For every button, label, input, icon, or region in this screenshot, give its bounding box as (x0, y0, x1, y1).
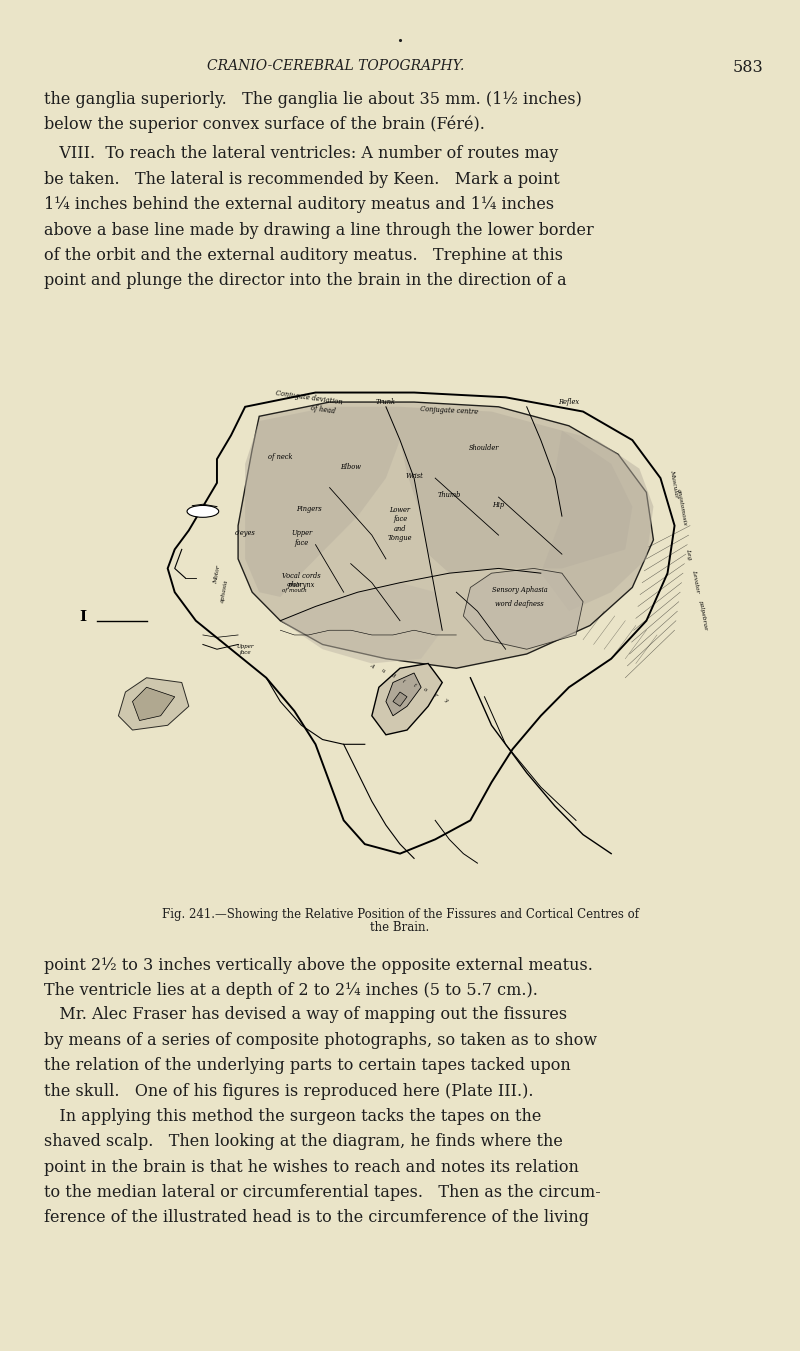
Polygon shape (238, 403, 654, 669)
Text: Hip: Hip (493, 501, 505, 508)
Text: Motor: Motor (213, 565, 221, 584)
Text: of head: of head (310, 404, 335, 416)
Text: ference of the illustrated head is to the circumference of the living: ference of the illustrated head is to th… (44, 1209, 589, 1227)
Text: CRANIO-CEREBRAL TOPOGRAPHY.: CRANIO-CEREBRAL TOPOGRAPHY. (207, 59, 465, 73)
Text: Thumb: Thumb (438, 492, 461, 499)
Text: i: i (402, 678, 406, 684)
Text: Lower
face
and
Tongue: Lower face and Tongue (388, 507, 412, 542)
Text: the relation of the underlying parts to certain tapes tacked upon: the relation of the underlying parts to … (44, 1058, 570, 1074)
Text: Mr. Alec Fraser has devised a way of mapping out the fissures: Mr. Alec Fraser has devised a way of map… (44, 1006, 567, 1024)
Text: point and plunge the director into the brain in the direction of a: point and plunge the director into the b… (44, 273, 566, 289)
Text: aphasia: aphasia (219, 578, 229, 603)
Text: 583: 583 (733, 59, 763, 77)
Text: o: o (422, 688, 427, 693)
Text: A: A (369, 663, 375, 669)
Text: anastomosis: anastomosis (676, 489, 687, 527)
Text: Conjugate deviation: Conjugate deviation (274, 389, 342, 407)
Text: Sensory Aphasia: Sensory Aphasia (492, 586, 547, 594)
Text: shaved scalp.   Then looking at the diagram, he finds where the: shaved scalp. Then looking at the diagra… (44, 1133, 563, 1150)
Text: Upper
face: Upper face (291, 530, 312, 547)
Polygon shape (541, 431, 654, 611)
Text: Reflex: Reflex (558, 399, 579, 407)
Polygon shape (386, 673, 421, 716)
Text: angle
of mouth: angle of mouth (282, 582, 306, 593)
Text: below the superior convex surface of the brain (Féré).: below the superior convex surface of the… (44, 116, 485, 134)
Polygon shape (372, 663, 442, 735)
Text: I: I (80, 609, 86, 624)
Polygon shape (133, 688, 174, 720)
Text: In applying this method the surgeon tacks the tapes on the: In applying this method the surgeon tack… (44, 1108, 542, 1125)
Text: the skull.   One of his figures is reproduced here (Plate III.).: the skull. One of his figures is reprodu… (44, 1082, 534, 1100)
Text: the ganglia superiorly.   The ganglia lie about 35 mm. (1½ inches): the ganglia superiorly. The ganglia lie … (44, 91, 582, 108)
Text: Levator: Levator (691, 569, 700, 593)
Text: of the orbit and the external auditory meatus.   Trephine at this: of the orbit and the external auditory m… (44, 247, 563, 263)
Text: be taken.   The lateral is recommended by Keen.   Mark a point: be taken. The lateral is recommended by … (44, 170, 560, 188)
Text: y: y (443, 697, 449, 703)
Polygon shape (280, 582, 442, 663)
Text: t: t (412, 684, 416, 688)
Text: Trunk: Trunk (376, 399, 396, 407)
Text: by means of a series of composite photographs, so taken as to show: by means of a series of composite photog… (44, 1032, 597, 1048)
Text: point in the brain is that he wishes to reach and notes its relation: point in the brain is that he wishes to … (44, 1159, 579, 1175)
Text: o'eyes: o'eyes (234, 530, 255, 538)
Polygon shape (118, 678, 189, 730)
Text: Vocal cords
pharynx: Vocal cords pharynx (282, 573, 321, 589)
Text: u: u (379, 667, 386, 674)
Text: of neck: of neck (268, 453, 293, 461)
Text: the Brain.: the Brain. (370, 921, 430, 935)
Polygon shape (400, 407, 632, 573)
Text: Leg: Leg (685, 549, 692, 559)
Text: Wrist: Wrist (406, 471, 423, 480)
Text: palpebrae: palpebrae (698, 600, 708, 631)
Text: Fig. 241.—Showing the Relative Position of the Fissures and Cortical Centres of: Fig. 241.—Showing the Relative Position … (162, 908, 638, 921)
Text: Elbow: Elbow (340, 462, 361, 470)
Text: The ventricle lies at a depth of 2 to 2¼ inches (5 to 5.7 cm.).: The ventricle lies at a depth of 2 to 2¼… (44, 982, 538, 998)
Text: word deafness: word deafness (495, 600, 544, 608)
Text: d: d (390, 673, 396, 678)
Polygon shape (245, 407, 400, 597)
Polygon shape (393, 692, 407, 707)
Text: Fingers: Fingers (296, 505, 322, 513)
Text: to the median lateral or circumferential tapes.   Then as the circum-: to the median lateral or circumferential… (44, 1183, 601, 1201)
Text: point 2½ to 3 inches vertically above the opposite external meatus.: point 2½ to 3 inches vertically above th… (44, 957, 593, 974)
Polygon shape (463, 569, 583, 650)
Text: VIII.  To reach the lateral ventricles: A number of routes may: VIII. To reach the lateral ventricles: A… (44, 146, 558, 162)
Text: 1¼ inches behind the external auditory meatus and 1¼ inches: 1¼ inches behind the external auditory m… (44, 196, 554, 213)
Text: r: r (433, 692, 438, 697)
Text: Upper
face: Upper face (236, 644, 254, 655)
Ellipse shape (187, 505, 218, 517)
Text: Muscular: Muscular (670, 469, 679, 499)
Text: Conjugate centre: Conjugate centre (420, 405, 478, 416)
Text: above a base line made by drawing a line through the lower border: above a base line made by drawing a line… (44, 222, 594, 239)
Text: Shoulder: Shoulder (470, 443, 500, 451)
